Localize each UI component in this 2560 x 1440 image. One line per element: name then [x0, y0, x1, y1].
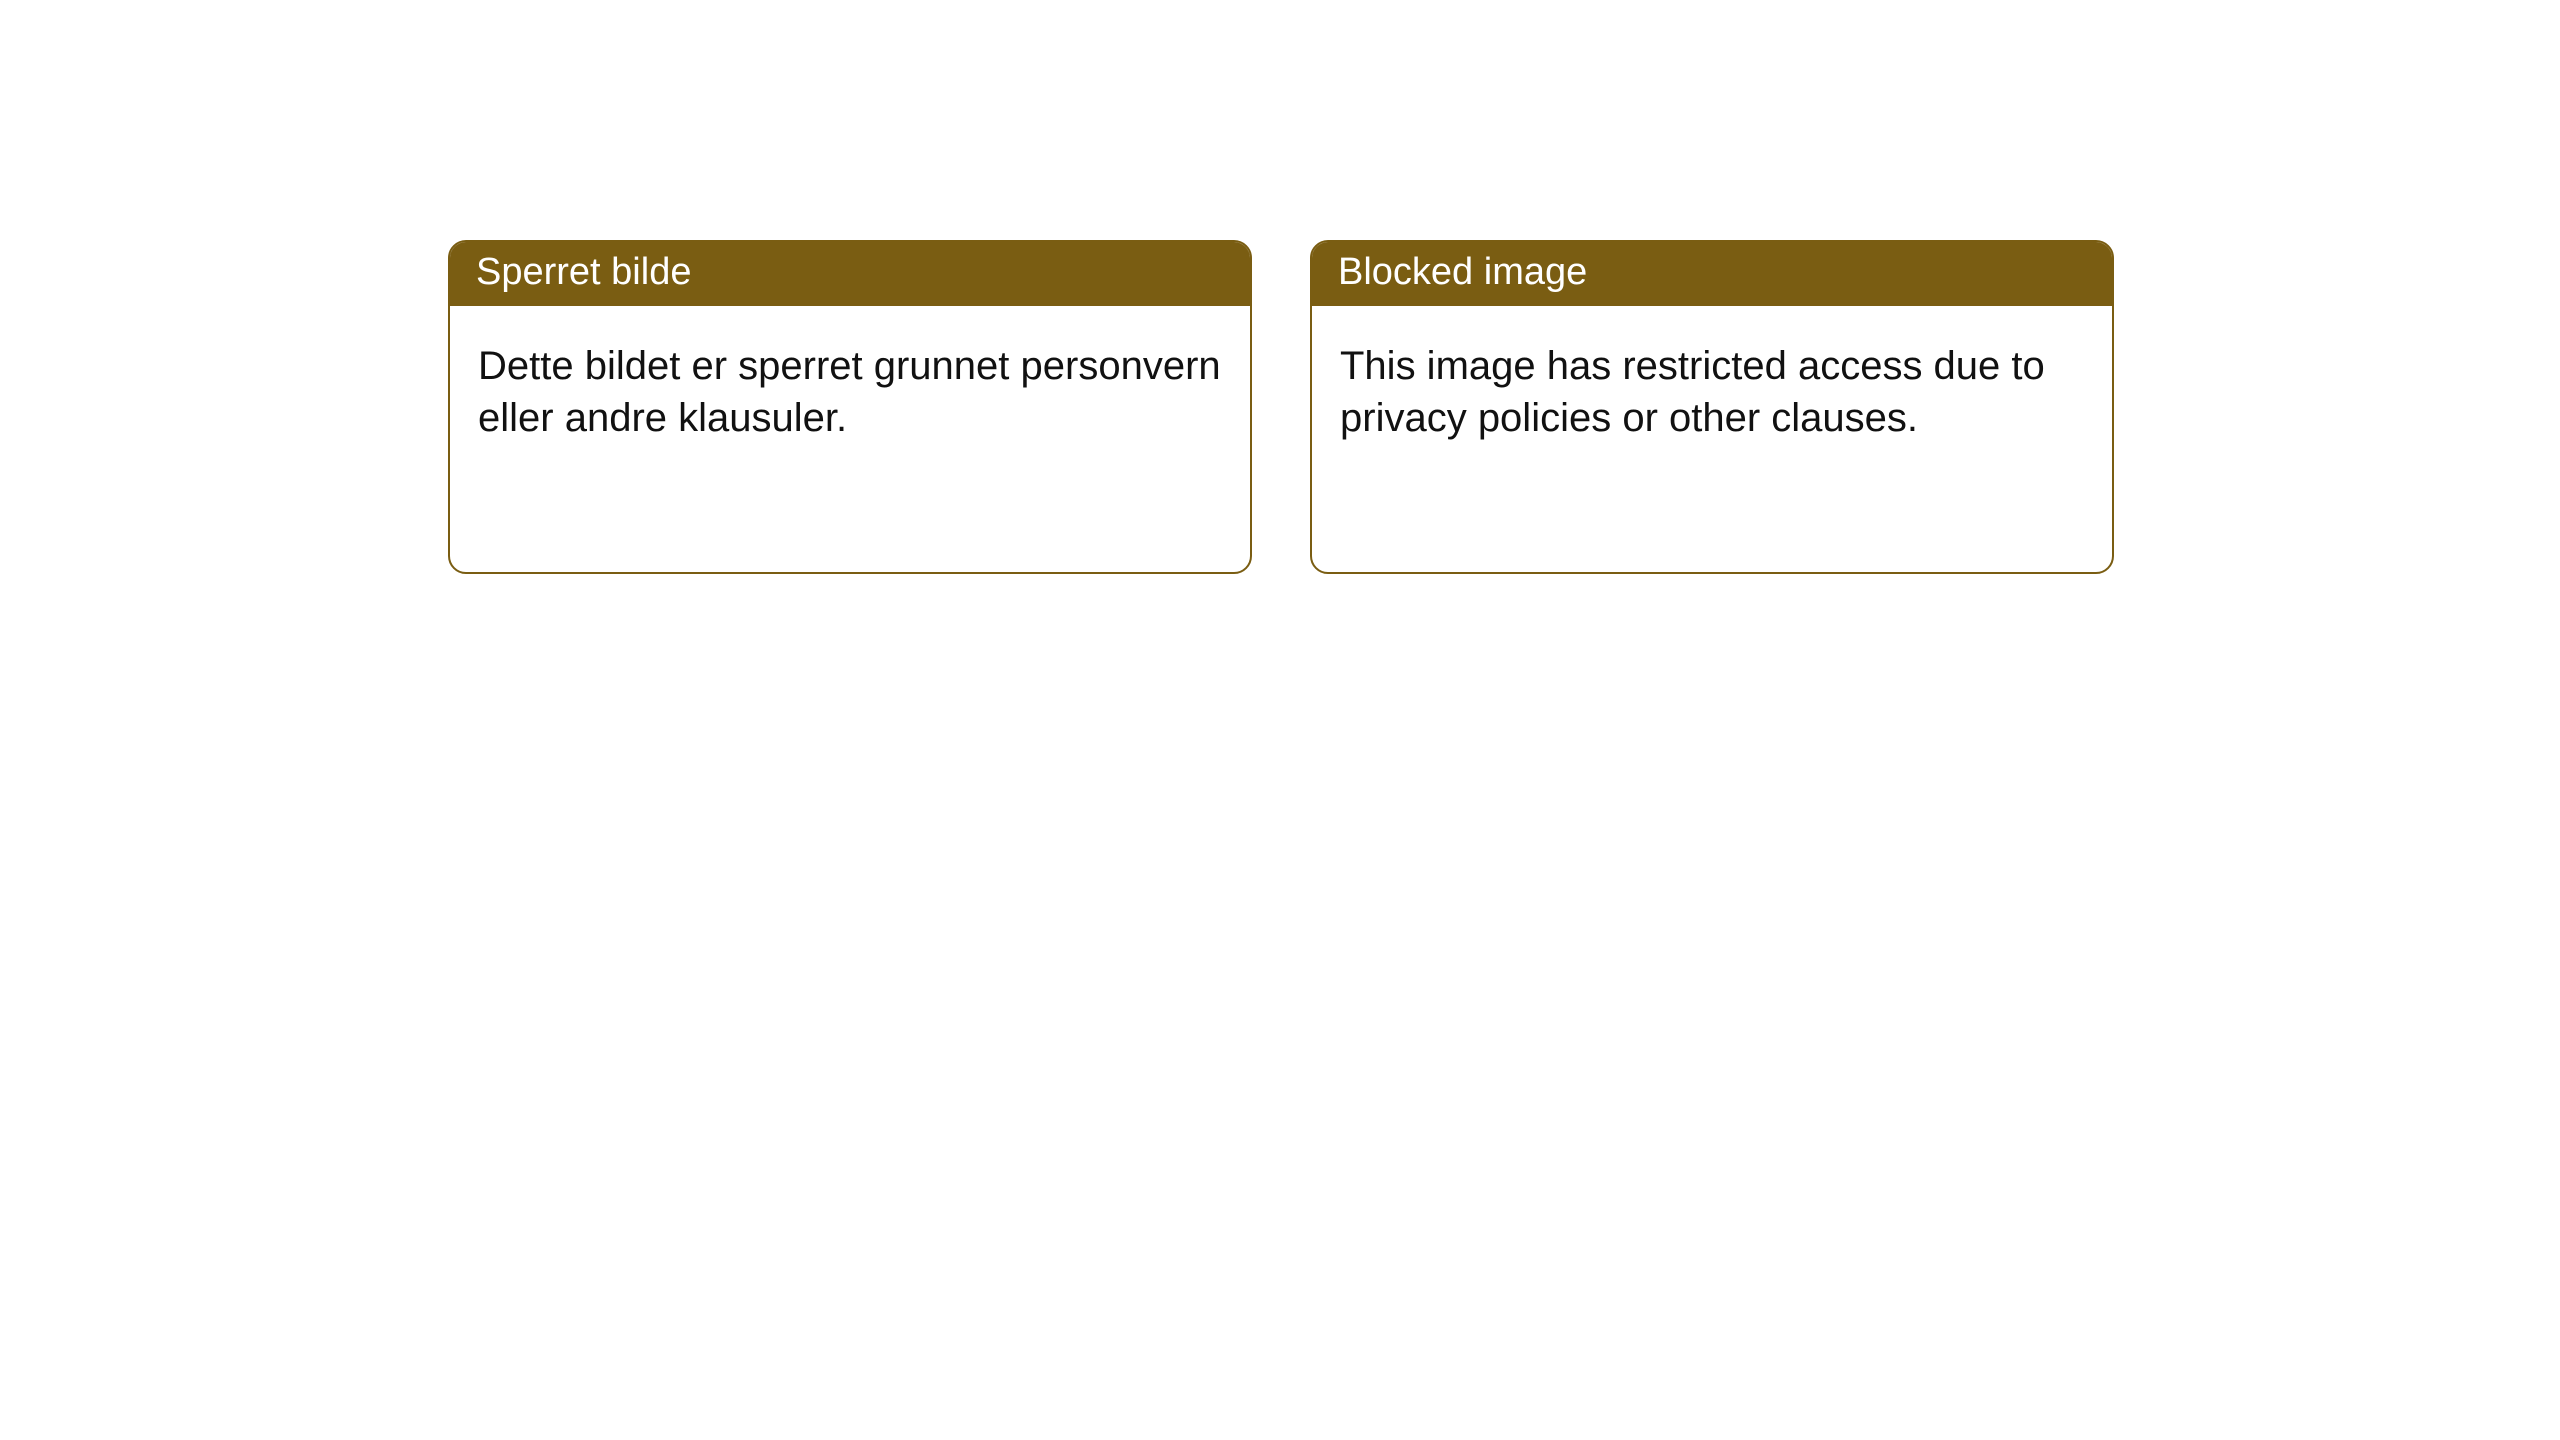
notice-container: Sperret bilde Dette bildet er sperret gr… [0, 0, 2560, 574]
notice-card-header: Blocked image [1312, 242, 2112, 306]
notice-card-body: Dette bildet er sperret grunnet personve… [450, 306, 1250, 454]
notice-card-no: Sperret bilde Dette bildet er sperret gr… [448, 240, 1252, 574]
notice-card-body: This image has restricted access due to … [1312, 306, 2112, 454]
notice-card-header: Sperret bilde [450, 242, 1250, 306]
notice-card-en: Blocked image This image has restricted … [1310, 240, 2114, 574]
